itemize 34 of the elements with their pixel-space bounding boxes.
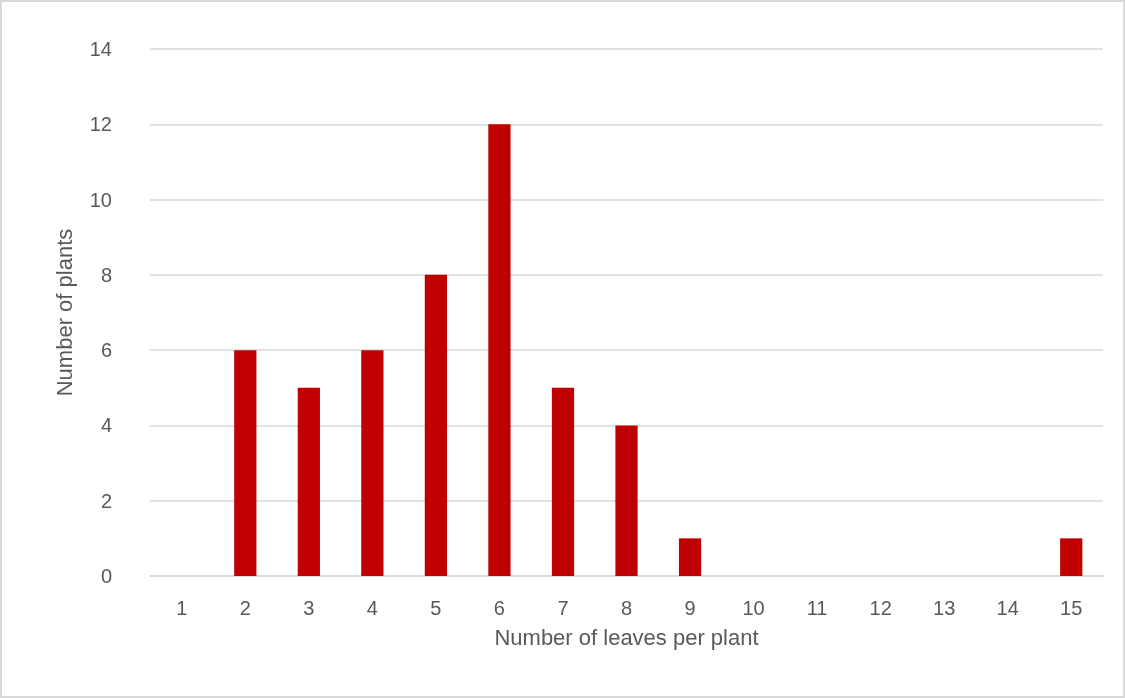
y-tick-label: 6 bbox=[100, 339, 112, 362]
bar bbox=[488, 124, 511, 576]
y-tick-label: 4 bbox=[100, 414, 112, 437]
y-tick-label: 12 bbox=[89, 113, 112, 136]
x-tick-label: 10 bbox=[742, 597, 765, 619]
x-tick-label: 1 bbox=[176, 597, 188, 619]
y-tick-label: 0 bbox=[100, 565, 112, 587]
bar bbox=[297, 387, 320, 576]
bar bbox=[678, 538, 702, 576]
x-tick-label: 11 bbox=[806, 597, 828, 619]
x-tick-label: 6 bbox=[493, 597, 505, 619]
x-tick-label: 8 bbox=[620, 597, 633, 619]
bar bbox=[615, 425, 638, 576]
x-axis-title: Number of leaves per plant bbox=[494, 624, 759, 650]
bar bbox=[1060, 538, 1083, 576]
y-tick-label: 10 bbox=[89, 188, 112, 211]
bar bbox=[361, 350, 384, 576]
bar bbox=[551, 387, 575, 576]
x-tick-label: 15 bbox=[1060, 597, 1083, 619]
y-tick-label: 8 bbox=[100, 263, 112, 286]
bar bbox=[234, 350, 257, 576]
x-tick-label: 3 bbox=[303, 597, 315, 619]
x-tick-label: 12 bbox=[869, 597, 892, 619]
x-tick-label: 4 bbox=[366, 597, 378, 619]
x-tick-label: 14 bbox=[996, 597, 1019, 619]
y-tick-label: 2 bbox=[100, 489, 112, 512]
y-tick-label: 14 bbox=[89, 38, 112, 60]
x-tick-label: 7 bbox=[557, 597, 569, 619]
y-axis-title: Number of plants bbox=[51, 228, 77, 397]
bar bbox=[424, 274, 448, 576]
x-tick-label: 5 bbox=[430, 597, 442, 619]
x-tick-label: 13 bbox=[933, 597, 956, 619]
x-tick-label: 9 bbox=[684, 597, 696, 619]
x-tick-label: 2 bbox=[239, 597, 251, 619]
